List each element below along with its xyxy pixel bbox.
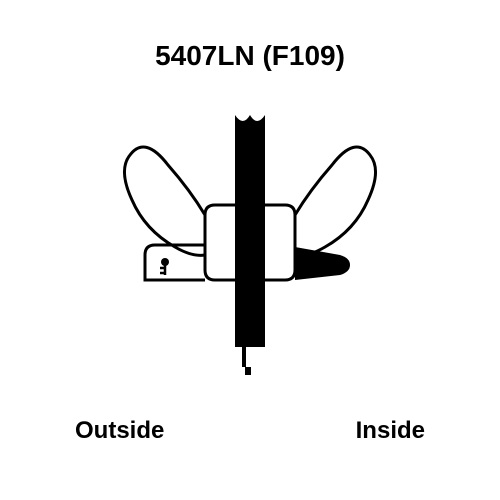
inside-label: Inside xyxy=(356,417,425,445)
product-model-title: 5407LN (F109) xyxy=(0,40,500,72)
thumbturn-icon xyxy=(295,247,350,280)
outside-lever xyxy=(124,147,235,280)
key-cylinder-icon xyxy=(145,245,205,280)
outside-label: Outside xyxy=(75,417,164,445)
lock-diagram xyxy=(70,95,430,395)
door-cylinder xyxy=(235,115,265,375)
